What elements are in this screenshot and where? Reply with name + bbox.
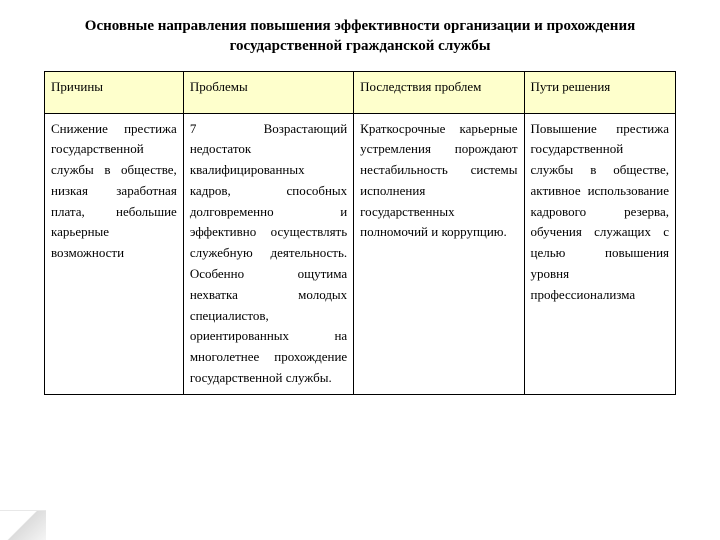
cell-causes: Снижение престижа государственной службы… (45, 113, 184, 394)
column-header-problems: Проблемы (183, 71, 353, 113)
table-header-row: Причины Проблемы Последствия проблем Пут… (45, 71, 676, 113)
column-header-causes: Причины (45, 71, 184, 113)
page-title: Основные направления повышения эффективн… (44, 16, 676, 57)
column-header-solutions: Пути решения (524, 71, 675, 113)
cell-solutions: Повышение престижа государственной служб… (524, 113, 675, 394)
main-table: Причины Проблемы Последствия проблем Пут… (44, 71, 676, 395)
column-header-consequences: Последствия проблем (354, 71, 524, 113)
cell-consequences: Краткосрочные карьерные устремления поро… (354, 113, 524, 394)
cell-problems: 7 Возрастающий недостаток квалифицирован… (183, 113, 353, 394)
page-curl-decoration (0, 510, 46, 540)
table-row: Снижение престижа государственной службы… (45, 113, 676, 394)
